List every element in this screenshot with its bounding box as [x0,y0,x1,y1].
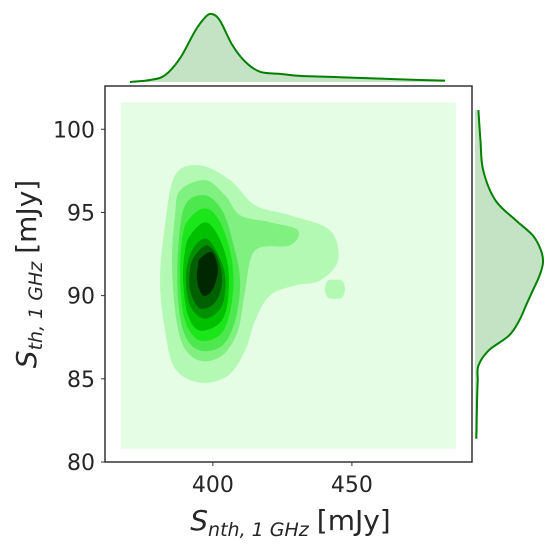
x-tick-label: 450 [331,473,373,498]
y-label: Sth, 1 GHz [mJy] [10,180,47,368]
x-tick-label: 400 [192,473,234,498]
y-tick-label: 95 [67,201,95,226]
density-contour [324,279,345,299]
y-tick-label: 85 [67,368,95,393]
density-contour [196,251,218,296]
axis-subscript: th, 1 GHz [25,261,47,351]
axis-unit: [mJy] [317,504,391,537]
marginal-fill [475,110,544,439]
axis-unit: [mJy] [10,180,43,254]
axis-symbol: S [190,504,208,537]
axis-subscript: nth, 1 GHz [208,519,310,541]
marginal-line [129,12,446,83]
x-label: Snth, 1 GHz [mJy] [190,504,390,541]
y-tick-label: 100 [53,118,95,143]
y-tick-label: 80 [67,451,95,476]
marginal-line [475,110,545,439]
plot-frame [104,85,473,463]
axis-symbol: S [10,350,43,368]
marginal-fill [130,13,446,82]
y-tick-label: 90 [67,285,95,310]
